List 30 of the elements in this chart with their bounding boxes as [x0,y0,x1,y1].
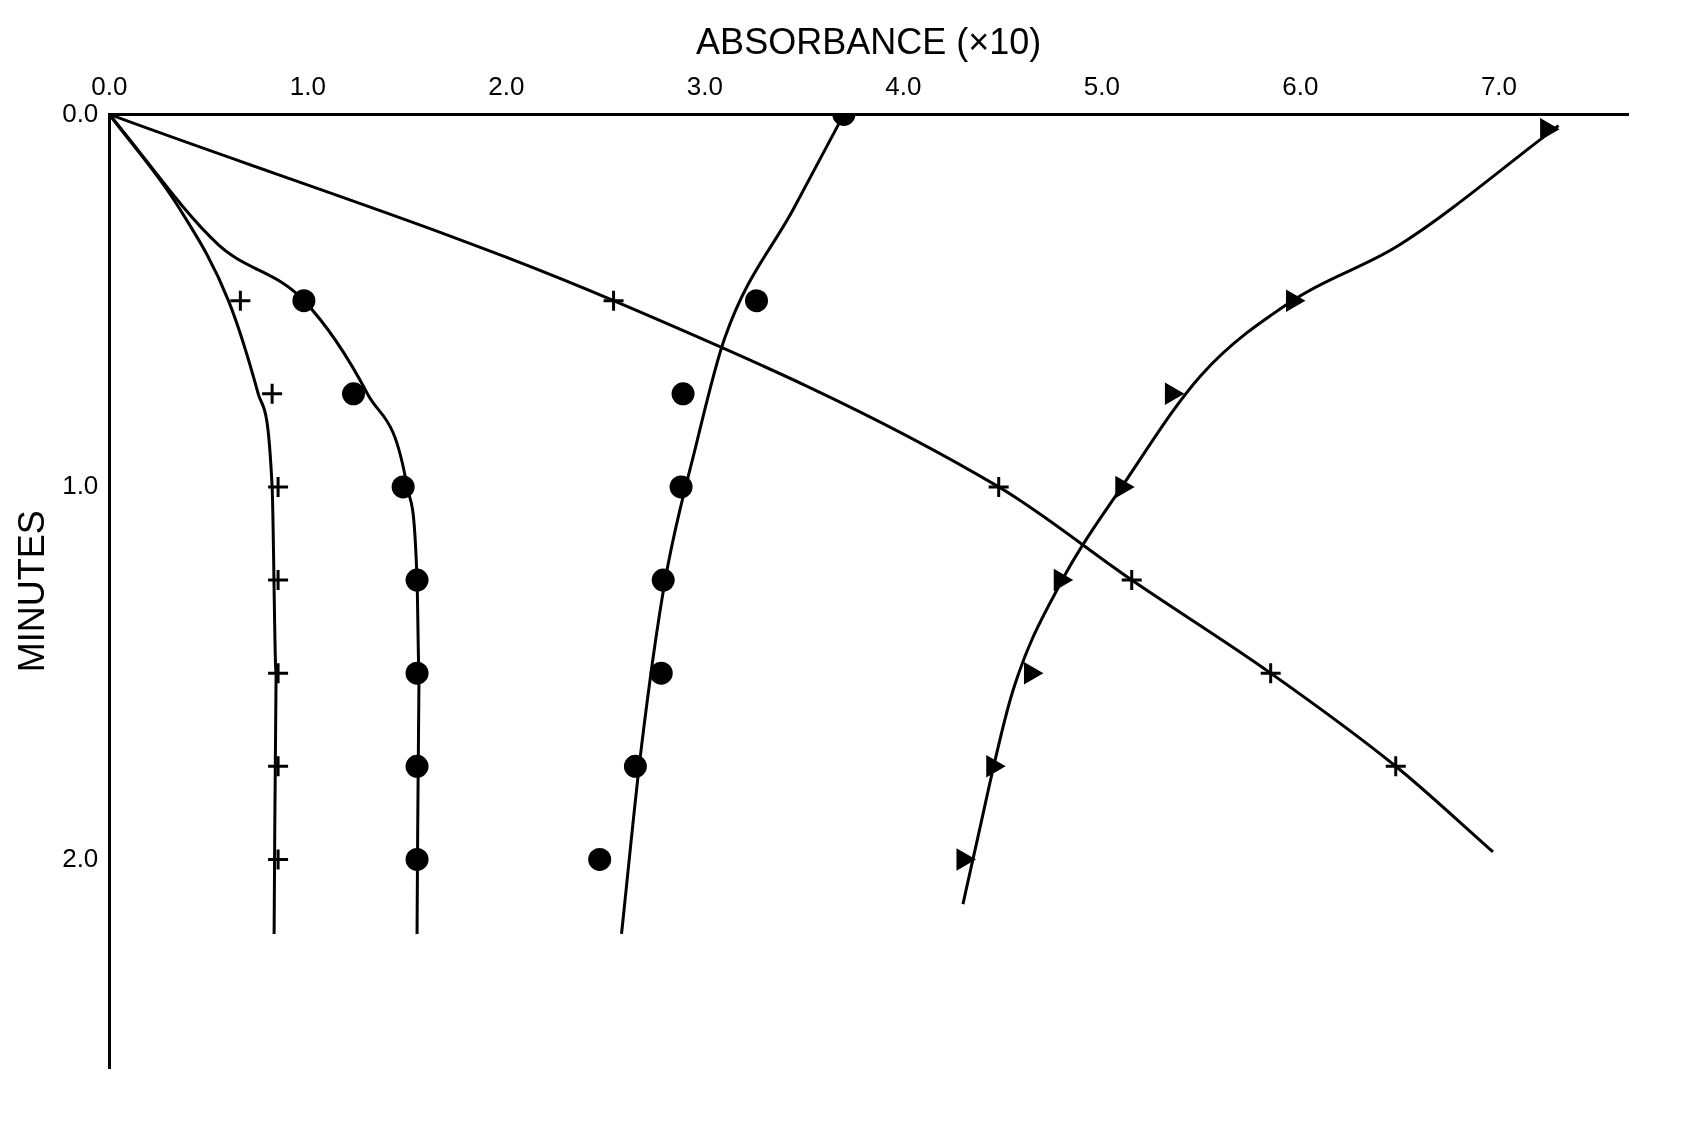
x-tick-label: 1.0 [289,70,326,101]
x-tick-label: 3.0 [686,70,723,101]
x-tick-label: 2.0 [488,70,525,101]
x-tick-label: 4.0 [885,70,922,101]
x-tick-label: 6.0 [1282,70,1319,101]
point [956,849,975,870]
point [228,289,252,313]
point [987,475,1011,499]
point [649,661,673,685]
point [266,661,290,685]
point [1120,568,1144,592]
y-axis-title: MINUTES [10,510,52,673]
y-tick-label: 2.0 [62,842,99,873]
point [266,847,290,871]
x-tick-label: 7.0 [1480,70,1518,101]
point [588,847,612,871]
point [671,382,695,406]
point [260,382,284,406]
point [1023,662,1042,684]
point [1259,661,1283,685]
point [266,754,290,778]
point [745,289,769,313]
x-axis-title: ABSORBANCE (×10) [696,20,1042,62]
point [266,568,290,592]
point [266,475,290,499]
point [342,382,366,406]
y-tick-label: 1.0 [62,470,99,501]
point [602,289,626,313]
x-tick-label: 5.0 [1083,70,1121,101]
point [1164,383,1183,404]
